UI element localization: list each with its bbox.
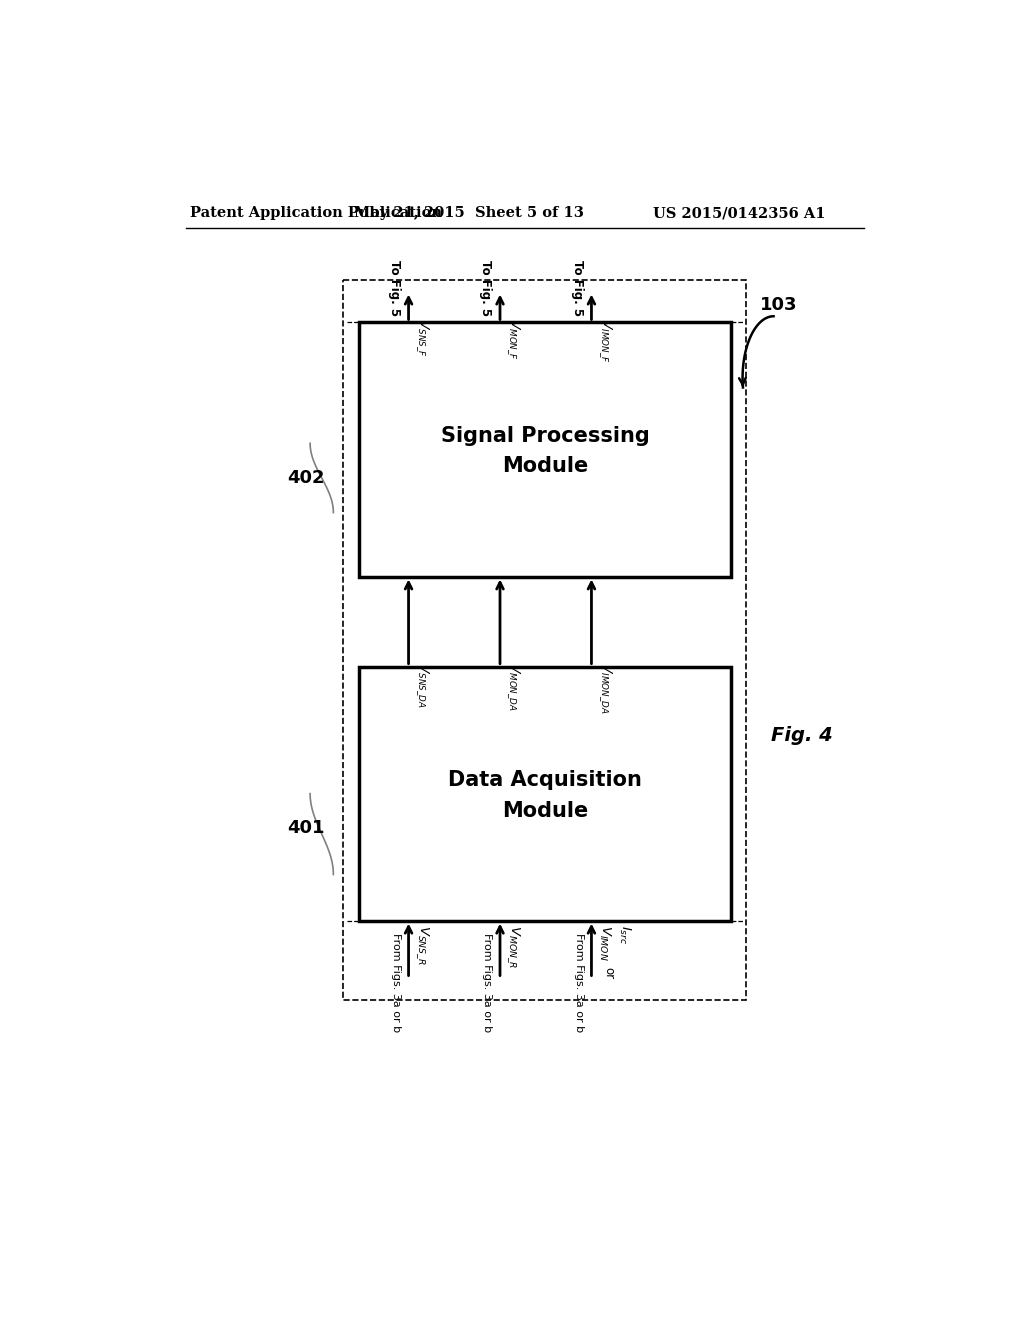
- Text: $V_{SNS\_R}$: $V_{SNS\_R}$: [414, 924, 431, 965]
- Bar: [359, 322, 731, 577]
- Text: $V_{MON\_F}$: $V_{MON\_F}$: [506, 318, 522, 359]
- Text: Signal Processing: Signal Processing: [440, 425, 649, 446]
- Bar: [343, 280, 746, 1001]
- Text: Module: Module: [502, 457, 588, 477]
- Text: US 2015/0142356 A1: US 2015/0142356 A1: [653, 206, 825, 220]
- Text: $V_{IMON\_DA}$: $V_{IMON\_DA}$: [597, 663, 613, 713]
- Text: May 21, 2015  Sheet 5 of 13: May 21, 2015 Sheet 5 of 13: [354, 206, 584, 220]
- Text: To Fig. 5: To Fig. 5: [479, 260, 493, 315]
- Bar: [359, 667, 731, 921]
- Text: $V_{SNS\_DA}$: $V_{SNS\_DA}$: [414, 663, 431, 708]
- Text: From Figs. 3a or b: From Figs. 3a or b: [482, 933, 493, 1032]
- Text: $V_{IMON\_F}$: $V_{IMON\_F}$: [597, 318, 613, 362]
- Text: Module: Module: [502, 801, 588, 821]
- Text: 402: 402: [288, 469, 325, 487]
- Text: $I_{src}$: $I_{src}$: [617, 924, 632, 944]
- Text: To Fig. 5: To Fig. 5: [570, 260, 584, 315]
- Text: 401: 401: [288, 820, 325, 837]
- Text: From Figs. 3a or b: From Figs. 3a or b: [391, 933, 400, 1032]
- Text: $V_{MON\_R}$: $V_{MON\_R}$: [506, 924, 522, 968]
- Text: $V_{IMON}$: $V_{IMON}$: [597, 924, 612, 961]
- Text: Data Acquisition: Data Acquisition: [449, 770, 642, 789]
- Text: Patent Application Publication: Patent Application Publication: [190, 206, 442, 220]
- Text: $V_{SNS\_F}$: $V_{SNS\_F}$: [414, 318, 431, 356]
- Text: 103: 103: [760, 296, 798, 314]
- Text: or: or: [602, 966, 615, 979]
- Text: To Fig. 5: To Fig. 5: [388, 260, 400, 315]
- Text: Fig. 4: Fig. 4: [771, 726, 834, 746]
- Text: $V_{MON\_DA}$: $V_{MON\_DA}$: [506, 663, 522, 710]
- Text: From Figs. 3a or b: From Figs. 3a or b: [573, 933, 584, 1032]
